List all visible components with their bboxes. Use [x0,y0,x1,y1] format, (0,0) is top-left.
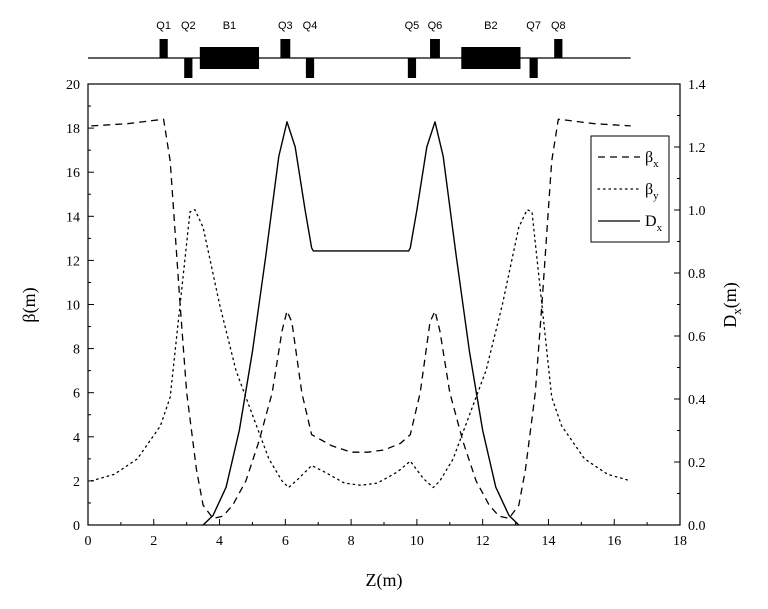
magnet-label: B1 [223,20,236,32]
x-tick-label: 2 [150,534,157,549]
y-left-tick-label: 2 [73,475,80,490]
y-right-tick-label: 0.8 [688,267,706,282]
y-left-tick-label: 20 [66,78,80,93]
y-axis-right-title: Dx(m) [720,282,744,328]
x-tick-label: 14 [541,534,555,549]
magnet-label: Q1 [156,20,171,32]
y-axis-left-title: β(m) [19,287,40,322]
x-tick-label: 18 [673,534,687,549]
magnet-label: Q2 [181,20,196,32]
x-axis-title: Z(m) [366,570,403,591]
magnet-label: Q6 [428,20,443,32]
quadrupole-magnet [529,58,538,78]
y-right-tick-label: 1.4 [688,78,706,93]
quadrupole-magnet [159,39,168,58]
x-tick-label: 8 [348,534,355,549]
quadrupole-magnet [407,58,417,78]
magnet-label: Q3 [278,20,293,32]
y-axis-left: 0 2 4 6 8 10 12 14 16 18 20 [66,78,94,534]
y-axis-right: 0.0 0.2 0.4 0.6 0.8 1.0 1.2 1.4 [674,78,706,534]
y-left-tick-label: 16 [66,166,80,181]
x-tick-label: 6 [282,534,289,549]
magnet-label: B2 [484,20,497,32]
legend-label: βy [645,181,659,202]
y-right-tick-label: 0.6 [688,330,706,345]
y-left-tick-label: 6 [73,387,80,402]
y-left-tick-label: 10 [66,299,80,314]
lattice-diagram: Q1 Q2 B1 Q3 Q4 Q5 Q6 B2 Q7 Q8 [88,20,631,78]
y-left-tick-label: 0 [73,519,80,534]
y-right-tick-label: 0.2 [688,456,706,471]
magnet-label: Q5 [405,20,420,32]
y-left-tick-label: 8 [73,343,80,358]
legend-label: Dx [645,213,663,234]
magnet-label: Q8 [551,20,566,32]
x-tick-label: 16 [607,534,621,549]
y-right-tick-label: 1.0 [688,204,706,219]
x-axis: 0 2 4 6 8 10 12 14 16 18 [85,519,687,549]
x-tick-label: 10 [410,534,424,549]
legend-label: βx [645,149,659,170]
y-left-tick-label: 4 [73,431,80,446]
x-tick-label: 4 [216,534,223,549]
quadrupole-magnet [305,58,315,78]
series-βx-line [91,118,631,520]
y-left-tick-label: 12 [66,254,80,269]
quadrupole-magnet [280,39,291,58]
quadrupole-magnet [554,39,563,58]
y-left-tick-label: 18 [66,122,80,137]
y-right-tick-label: 0.0 [688,519,706,534]
dipole-magnet [199,47,260,69]
quadrupole-magnet [184,58,193,78]
quadrupole-magnet [430,39,440,58]
dipole-magnet [461,47,521,69]
y-left-tick-label: 14 [66,210,80,225]
series-dx-line [202,121,520,526]
y-right-tick-label: 1.2 [688,141,706,156]
x-tick-label: 12 [476,534,490,549]
series-group [90,118,632,526]
legend: βx βy Dx [590,135,670,243]
magnet-label: Q7 [526,20,541,32]
y-right-tick-label: 0.4 [688,393,706,408]
x-tick-label: 0 [85,534,92,549]
magnet-label: Q4 [303,20,318,32]
